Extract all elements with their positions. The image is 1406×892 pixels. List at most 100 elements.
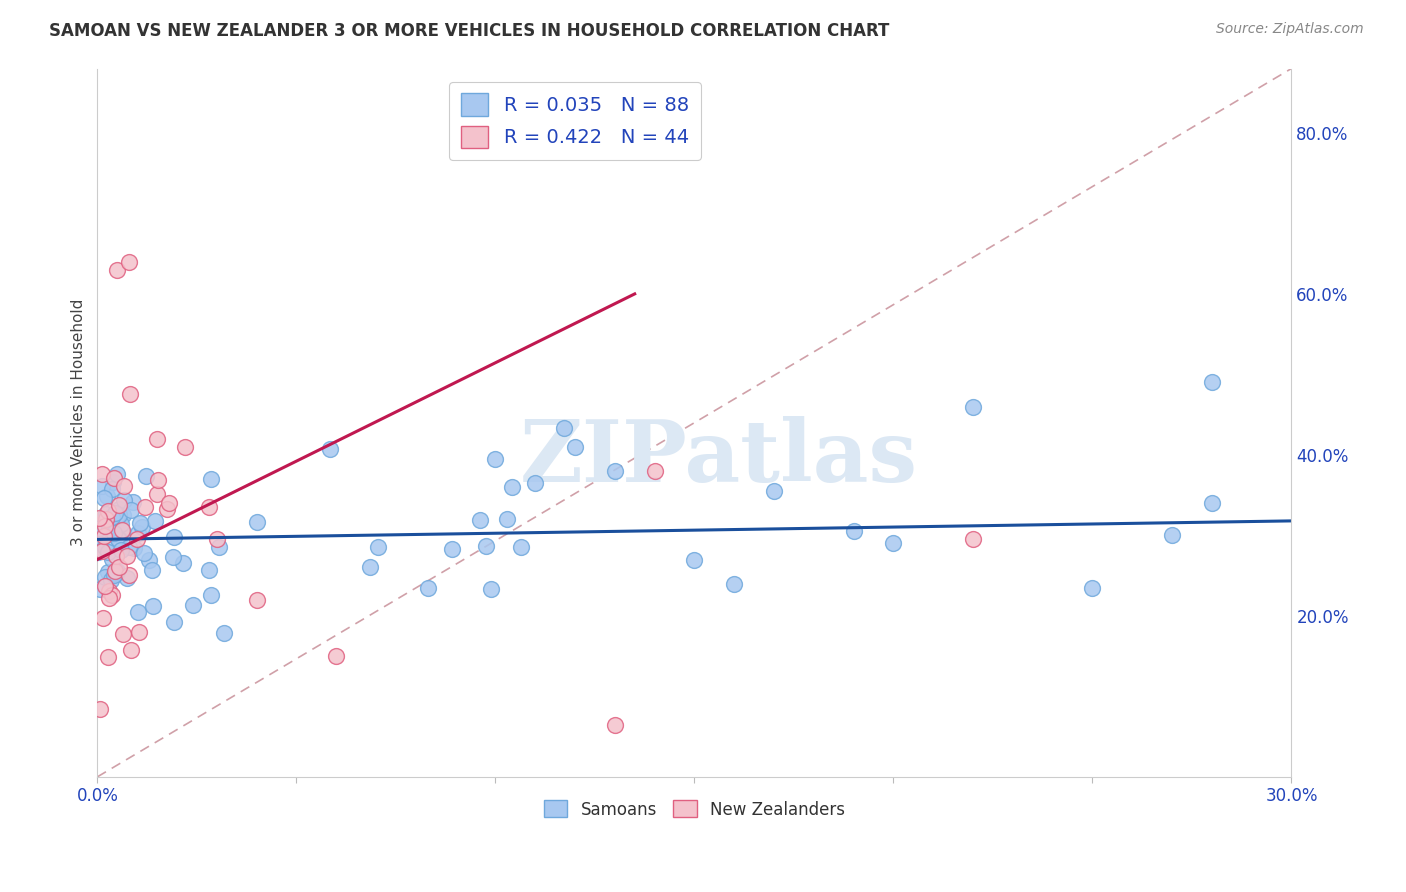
- Point: [246, 515, 269, 529]
- Point: [96, 489, 118, 503]
- Point: [97, 584, 120, 599]
- Text: SAMOAN VS NEW ZEALANDER 3 OR MORE VEHICLES IN HOUSEHOLD CORRELATION CHART: SAMOAN VS NEW ZEALANDER 3 OR MORE VEHICL…: [49, 22, 890, 40]
- Point: [87, 545, 110, 559]
- Point: [128, 625, 150, 640]
- Point: [107, 532, 129, 546]
- Point: [105, 566, 128, 580]
- Point: [89, 582, 111, 596]
- Point: [110, 543, 132, 558]
- Point: [94, 570, 117, 584]
- Point: [108, 498, 131, 512]
- Point: [115, 549, 138, 564]
- Point: [122, 541, 145, 556]
- Text: ZIPatlas: ZIPatlas: [519, 416, 917, 500]
- Point: [104, 565, 127, 579]
- Point: [468, 513, 491, 527]
- Point: [1161, 528, 1184, 542]
- Point: [245, 592, 267, 607]
- Point: [98, 522, 121, 536]
- Point: [524, 476, 547, 491]
- Point: [496, 511, 519, 525]
- Point: [111, 524, 134, 538]
- Point: [156, 502, 179, 516]
- Point: [134, 500, 156, 515]
- Point: [96, 512, 118, 526]
- Point: [105, 262, 128, 277]
- Point: [484, 451, 506, 466]
- Point: [89, 702, 111, 716]
- Point: [510, 541, 533, 555]
- Point: [94, 507, 117, 521]
- Point: [111, 508, 134, 523]
- Point: [104, 549, 127, 564]
- Point: [94, 579, 117, 593]
- Point: [118, 387, 141, 401]
- Point: [141, 563, 163, 577]
- Point: [100, 588, 122, 602]
- Point: [127, 606, 149, 620]
- Point: [101, 482, 124, 496]
- Point: [101, 475, 124, 489]
- Point: [367, 540, 389, 554]
- Point: [208, 540, 231, 554]
- Point: [212, 625, 235, 640]
- Point: [882, 536, 904, 550]
- Point: [101, 552, 124, 566]
- Point: [135, 469, 157, 483]
- Point: [107, 508, 129, 523]
- Point: [112, 479, 135, 493]
- Point: [108, 502, 131, 516]
- Point: [103, 471, 125, 485]
- Point: [89, 536, 111, 550]
- Point: [129, 516, 152, 531]
- Point: [104, 506, 127, 520]
- Point: [131, 520, 153, 534]
- Point: [93, 541, 115, 555]
- Text: Source: ZipAtlas.com: Source: ZipAtlas.com: [1216, 22, 1364, 37]
- Point: [108, 532, 131, 546]
- Point: [118, 540, 141, 554]
- Point: [441, 541, 464, 556]
- Point: [1201, 376, 1223, 390]
- Point: [94, 518, 117, 533]
- Point: [111, 523, 134, 537]
- Point: [97, 591, 120, 605]
- Point: [200, 472, 222, 486]
- Point: [97, 565, 120, 579]
- Point: [142, 599, 165, 613]
- Point: [89, 521, 111, 535]
- Point: [143, 514, 166, 528]
- Point: [181, 598, 204, 612]
- Point: [1081, 581, 1104, 595]
- Point: [475, 539, 498, 553]
- Point: [205, 533, 228, 547]
- Point: [127, 533, 149, 547]
- Point: [564, 440, 586, 454]
- Point: [111, 627, 134, 641]
- Point: [97, 545, 120, 559]
- Point: [101, 510, 124, 524]
- Point: [157, 496, 180, 510]
- Point: [108, 559, 131, 574]
- Point: [163, 530, 186, 544]
- Point: [104, 566, 127, 581]
- Point: [100, 573, 122, 587]
- Point: [200, 588, 222, 602]
- Point: [105, 467, 128, 481]
- Point: [962, 400, 984, 414]
- Point: [553, 421, 575, 435]
- Point: [93, 491, 115, 506]
- Point: [198, 500, 221, 515]
- Point: [723, 576, 745, 591]
- Point: [120, 502, 142, 516]
- Point: [87, 510, 110, 524]
- Point: [104, 523, 127, 537]
- Point: [644, 464, 666, 478]
- Point: [842, 524, 865, 539]
- Point: [163, 615, 186, 629]
- Point: [90, 544, 112, 558]
- Point: [603, 717, 626, 731]
- Point: [103, 567, 125, 582]
- Point: [93, 529, 115, 543]
- Point: [418, 581, 440, 595]
